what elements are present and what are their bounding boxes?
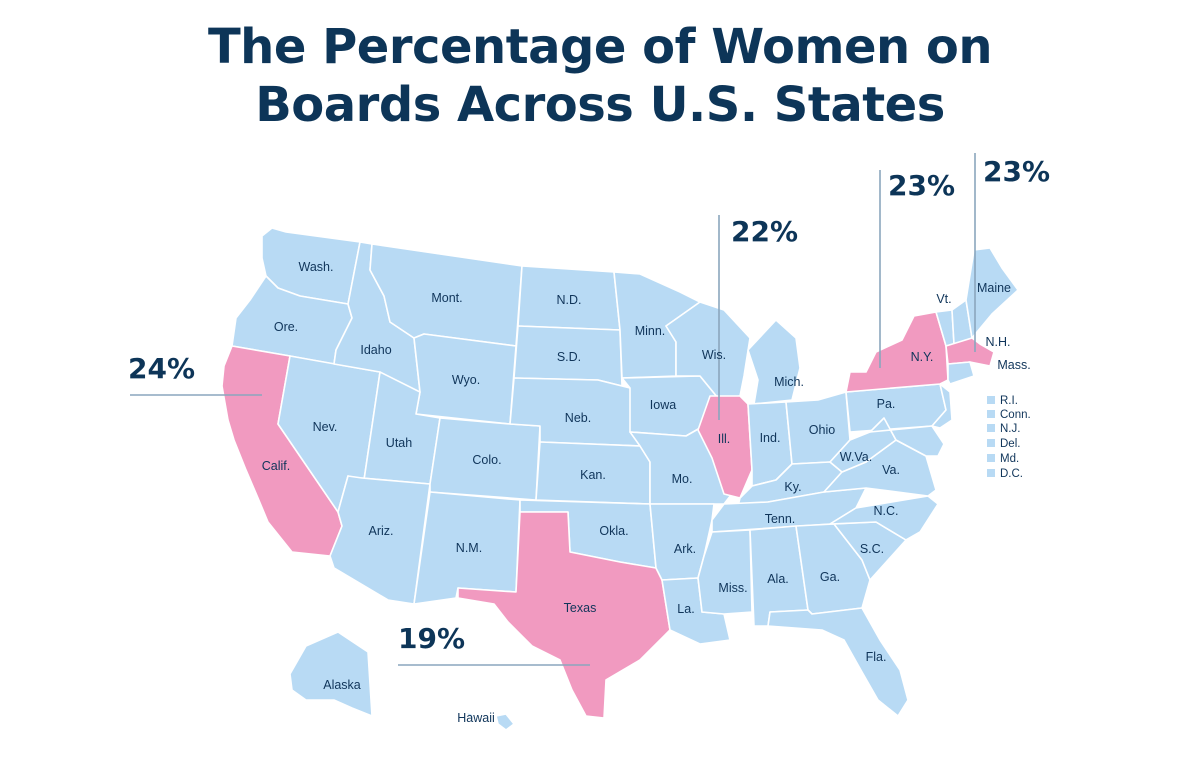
percent-ill: 22% [731,215,798,248]
state-hawaii[interactable] [435,703,515,731]
label-va: Va. [882,463,900,477]
label-wyo: Wyo. [452,373,480,387]
state-connecticut-ri[interactable] [947,361,975,385]
label-kan: Kan. [580,468,606,482]
label-ariz: Ariz. [369,524,394,538]
label-mich: Mich. [774,375,804,389]
state-texas[interactable] [457,511,671,719]
legend-swatch-md [987,454,995,462]
label-texas: Texas [564,601,597,615]
state-maryland-delaware[interactable] [869,417,945,457]
label-ga: Ga. [820,570,840,584]
label-sd: S.D. [557,350,581,364]
legend-md: Md. [1000,453,1019,465]
legend-nj: N.J. [1000,423,1020,435]
legend-conn: Conn. [1000,409,1031,421]
label-tenn: Tenn. [765,512,796,526]
label-iowa: Iowa [650,398,676,412]
state-michigan[interactable] [747,319,801,405]
title-line-1: The Percentage of Women on [207,19,993,75]
label-hawaii: Hawaii [457,711,495,725]
legend-swatch-del [987,439,995,447]
state-florida[interactable] [767,607,909,717]
label-wva: W.Va. [840,450,872,464]
label-ny: N.Y. [911,350,934,364]
percent-mass: 23% [983,155,1050,188]
label-ore: Ore. [274,320,298,334]
label-pa: Pa. [877,397,896,411]
label-mo: Mo. [672,472,693,486]
state-new-jersey[interactable] [931,383,953,429]
percent-ny: 23% [888,169,955,202]
legend-swatch-conn [987,410,995,418]
label-sc: S.C. [860,542,884,556]
state-north-carolina[interactable] [829,495,939,541]
label-nm: N.M. [456,541,482,555]
legend-del: Del. [1000,438,1020,450]
percent-texas: 19% [398,622,465,655]
label-minn: Minn. [635,324,666,338]
label-nh: N.H. [986,335,1011,349]
state-arizona[interactable] [329,475,431,605]
small-states-legend: R.I. Conn. N.J. Del. Md. D.C. [987,395,1031,480]
label-nc: N.C. [874,504,899,518]
label-idaho: Idaho [360,343,391,357]
legend-swatch-nj [987,424,995,432]
label-ark: Ark. [674,542,696,556]
state-alaska[interactable] [289,631,373,717]
legend-dc: D.C. [1000,468,1023,480]
legend-ri: R.I. [1000,395,1018,407]
label-calif: Calif. [262,459,290,473]
label-ohio: Ohio [809,423,835,437]
label-wis: Wis. [702,348,726,362]
label-neb: Neb. [565,411,591,425]
label-utah: Utah [386,436,412,450]
label-vt: Vt. [936,292,951,306]
label-okla: Okla. [599,524,628,538]
label-mass: Mass. [997,358,1030,372]
label-fla: Fla. [866,650,887,664]
label-nev: Nev. [313,420,338,434]
legend-swatch-dc [987,469,995,477]
label-ill: Ill. [718,432,731,446]
label-la: La. [677,602,694,616]
title-line-2: Boards Across U.S. States [255,77,945,133]
label-nd: N.D. [557,293,582,307]
label-ala: Ala. [767,572,789,586]
map-title: The Percentage of Women on Boards Across… [0,18,1200,134]
label-mont: Mont. [431,291,462,305]
label-maine: Maine [977,281,1011,295]
label-alaska: Alaska [323,678,361,692]
legend-swatch-ri [987,396,995,404]
label-ky: Ky. [784,480,801,494]
label-ind: Ind. [760,431,781,445]
label-wash: Wash. [299,260,334,274]
percent-calif: 24% [128,352,195,385]
label-colo: Colo. [472,453,501,467]
label-miss: Miss. [718,581,747,595]
